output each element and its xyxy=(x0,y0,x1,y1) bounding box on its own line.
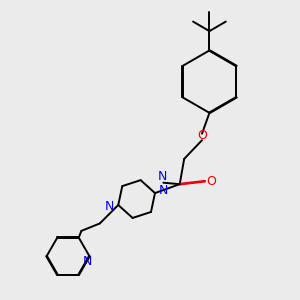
Text: O: O xyxy=(207,175,217,188)
Text: N: N xyxy=(159,184,168,196)
Text: N: N xyxy=(83,255,93,268)
Text: N: N xyxy=(158,170,167,183)
Text: O: O xyxy=(197,129,207,142)
Text: N: N xyxy=(105,200,115,213)
